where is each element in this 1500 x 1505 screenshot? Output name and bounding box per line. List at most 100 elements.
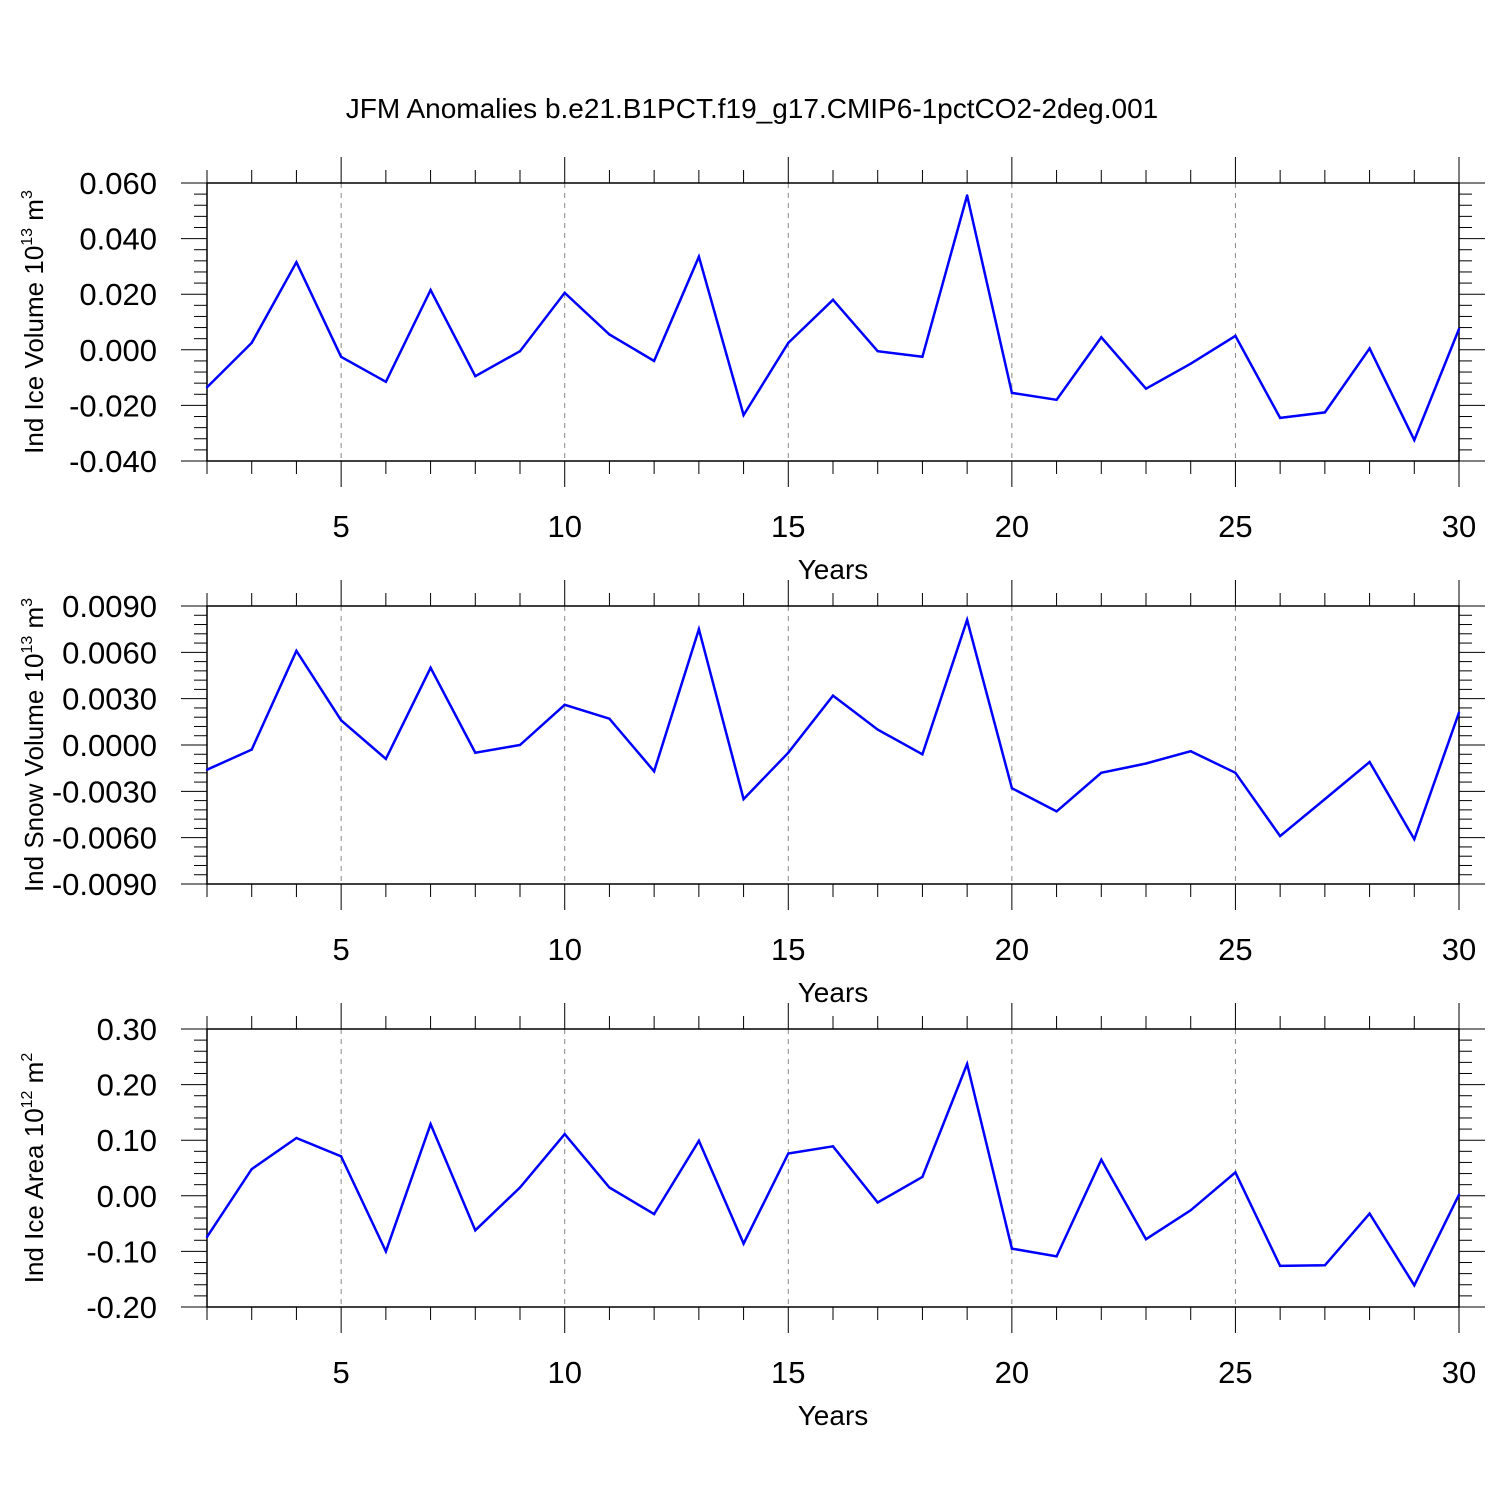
series-line xyxy=(206,615,1461,843)
data-point xyxy=(518,349,522,353)
x-tick-label: 15 xyxy=(771,509,805,544)
data-point xyxy=(1278,1264,1282,1268)
x-tick-label: 30 xyxy=(1442,932,1476,967)
y-axis-label: Ind Snow Volume 1013 m3 xyxy=(19,598,49,892)
data-point xyxy=(831,694,835,697)
data-point xyxy=(742,1242,745,1245)
x-axis-label: Years xyxy=(798,977,869,1008)
y-tick-label: 0.000 xyxy=(79,333,157,368)
data-point xyxy=(295,261,298,264)
data-point xyxy=(250,748,253,751)
y-axis-label-text: Ind Ice Volume 10 xyxy=(19,246,49,454)
data-point xyxy=(608,717,611,720)
y-tick-label: 0.00 xyxy=(97,1179,157,1214)
x-tick-label: 25 xyxy=(1218,932,1252,967)
data-point xyxy=(563,291,566,295)
y-tick-label: 0.10 xyxy=(97,1123,157,1158)
data-point xyxy=(295,1136,298,1140)
data-point xyxy=(1189,1209,1192,1212)
data-point xyxy=(1100,336,1103,339)
y-tick-label: 0.0030 xyxy=(62,682,157,717)
data-point xyxy=(921,1175,924,1179)
y-axis-label-exponent: 12 xyxy=(19,1090,36,1108)
data-point xyxy=(1278,416,1282,420)
x-tick-label: 5 xyxy=(333,932,350,967)
data-point xyxy=(474,751,477,754)
data-point xyxy=(1189,362,1192,365)
data-point xyxy=(339,1155,343,1158)
y-tick-label: 0.0090 xyxy=(62,589,157,624)
x-tick-label: 5 xyxy=(333,1355,350,1390)
data-point xyxy=(697,627,701,631)
y-axis-label: Ind Ice Area 1012 m2 xyxy=(19,1053,49,1284)
data-point xyxy=(831,1145,835,1148)
data-point xyxy=(295,649,298,652)
series-line xyxy=(205,1059,1461,1288)
y-axis-label-unit-exponent: 2 xyxy=(19,1053,36,1062)
data-point xyxy=(384,380,388,383)
x-tick-label: 10 xyxy=(547,509,581,544)
data-point xyxy=(1413,438,1416,442)
data-point xyxy=(876,349,879,353)
y-axis-label-exponent: 13 xyxy=(19,228,36,246)
data-point xyxy=(742,413,745,417)
y-axis-label-unit-exponent: 3 xyxy=(19,598,36,607)
y-tick-label: -0.020 xyxy=(69,388,157,423)
data-point xyxy=(1234,771,1237,774)
data-point xyxy=(1055,1255,1058,1258)
y-tick-label: 0.060 xyxy=(79,166,157,201)
data-point xyxy=(1189,749,1192,753)
y-axis-label-unit: m xyxy=(19,199,49,228)
data-point xyxy=(1144,1237,1148,1241)
data-point xyxy=(787,751,790,754)
data-point xyxy=(429,666,432,669)
data-point xyxy=(1144,387,1148,390)
x-tick-label: 20 xyxy=(995,509,1029,544)
y-tick-label: -0.10 xyxy=(86,1234,157,1269)
data-point xyxy=(742,797,745,801)
x-tick-label: 15 xyxy=(771,932,805,967)
data-point xyxy=(608,333,611,336)
y-axis-label: Ind Ice Volume 1013 m3 xyxy=(19,190,49,454)
y-tick-label: 0.020 xyxy=(79,277,157,312)
data-point xyxy=(1100,1158,1103,1161)
y-tick-label: -0.040 xyxy=(69,444,157,479)
data-point xyxy=(339,719,343,722)
data-point xyxy=(1323,411,1327,414)
data-point xyxy=(652,1212,656,1216)
data-point xyxy=(697,1139,701,1142)
y-tick-label: -0.0090 xyxy=(52,867,157,902)
data-point xyxy=(205,386,209,389)
x-tick-label: 30 xyxy=(1442,509,1476,544)
data-point xyxy=(1457,1193,1461,1196)
y-tick-label: -0.0030 xyxy=(52,774,157,809)
plot-frame xyxy=(206,1028,1460,1308)
chart-panel-2: -0.0090 -0.0060 -0.0030 0.0000 0.0030 0.0060 0… xyxy=(19,580,1485,1008)
y-tick-label: 0.30 xyxy=(97,1012,157,1047)
plot-frame xyxy=(206,182,1460,462)
data-point xyxy=(1278,834,1282,838)
data-point xyxy=(474,1229,477,1232)
data-point xyxy=(1010,787,1014,790)
data-point xyxy=(1323,797,1327,801)
data-point xyxy=(787,1152,790,1155)
x-axis-label: Years xyxy=(798,1400,869,1431)
y-axis-label-text: Ind Snow Volume 10 xyxy=(19,654,49,893)
data-point xyxy=(965,1062,969,1066)
y-tick-label: 0.0000 xyxy=(62,728,157,763)
data-point xyxy=(1234,1171,1237,1174)
y-axis-label-text: Ind Ice Area 10 xyxy=(19,1108,49,1283)
data-point xyxy=(965,618,969,622)
data-point xyxy=(608,1186,611,1189)
data-point xyxy=(697,255,701,258)
x-tick-label: 5 xyxy=(333,509,350,544)
x-tick-label: 20 xyxy=(995,1355,1029,1390)
x-tick-label: 25 xyxy=(1218,1355,1252,1390)
data-point xyxy=(429,1122,432,1126)
x-tick-label: 30 xyxy=(1442,1355,1476,1390)
chart-panel-1: -0.040 -0.020 0.000 0.020 0.040 0.060 5 10 15 20 2… xyxy=(19,157,1485,585)
x-tick-label: 10 xyxy=(547,1355,581,1390)
data-point xyxy=(652,770,656,773)
x-tick-label: 15 xyxy=(771,1355,805,1390)
